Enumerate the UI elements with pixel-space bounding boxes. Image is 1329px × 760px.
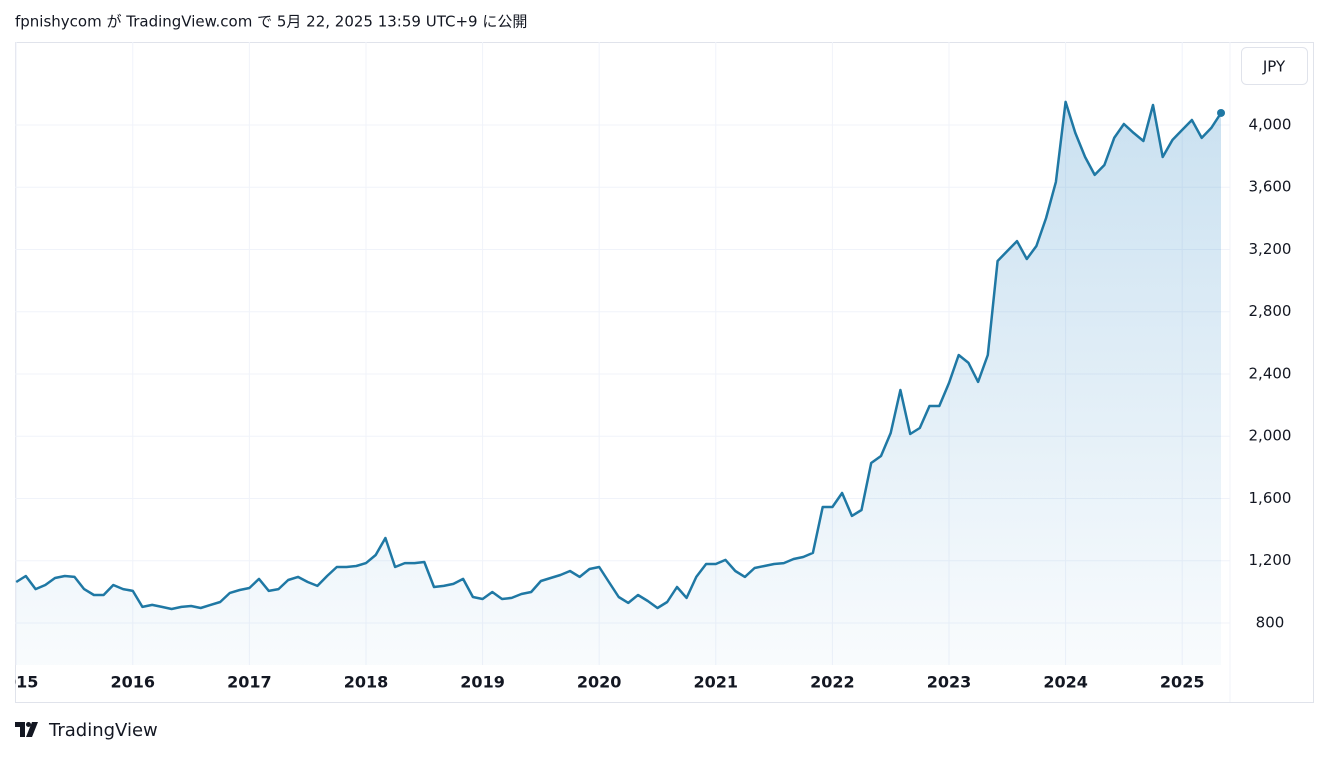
x-tick-label: 2020 [577,673,622,692]
x-tick-label: 2019 [460,673,505,692]
last-point [1217,108,1226,117]
price-line [15,100,1223,611]
y-tick-label: 1,200 [1249,551,1292,569]
chart-frame [15,42,1314,703]
tradingview-logo [15,722,38,737]
x-tick-label: 2025 [1160,673,1205,692]
y-tick-label: 4,000 [1249,115,1292,133]
logo-dot [26,722,31,727]
x-tick-label: 2023 [927,673,972,692]
x-tick-label: 2018 [344,673,389,692]
y-tick-label: 2,400 [1249,364,1292,382]
x-tick-label: 2024 [1043,673,1088,692]
y-tick-label: 2,800 [1249,302,1292,320]
currency-button[interactable] [1241,47,1308,85]
y-tick-label: 800 [1256,613,1285,631]
x-tick-label: 2017 [227,673,272,692]
x-tick-label: 2015 [0,673,38,692]
x-tick-label: 2022 [810,673,855,692]
area-fill [16,101,1222,665]
y-tick-label: 3,200 [1249,240,1292,258]
currency-label: JPY [1262,58,1286,76]
y-tick-label: 3,600 [1249,178,1292,196]
footer-brand: TradingView [48,720,158,741]
y-tick-label: 2,000 [1249,427,1292,445]
header-text: fpnishycom が TradingView.com で 5月 22, 20… [15,13,527,31]
x-tick-label: 2016 [111,673,156,692]
x-tick-label: 2021 [694,673,739,692]
y-tick-label: 1,600 [1249,489,1292,507]
logo-icon [15,722,38,737]
